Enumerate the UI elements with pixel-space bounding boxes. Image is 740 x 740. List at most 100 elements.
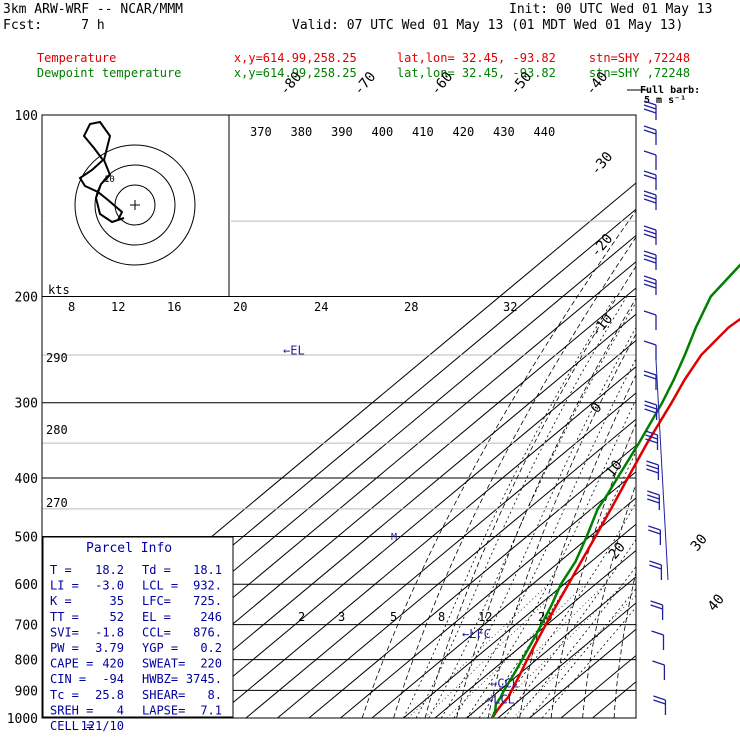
dry-adiabat [393, 236, 636, 718]
wind-barb-flag [649, 560, 662, 566]
dry-adiabat [361, 209, 636, 718]
parcel-info-title: Parcel Info [86, 541, 172, 556]
parcel-info-value: -3.0 [95, 579, 124, 593]
isotherm-label: 40 [705, 591, 728, 614]
wind-barb-flag [643, 170, 657, 176]
isotherm [403, 523, 636, 718]
pressure-label: 1000 [7, 712, 38, 727]
pressure-label: 400 [15, 472, 38, 487]
parcel-info-label: LFC= [142, 594, 171, 608]
wind-barb-flag [643, 254, 657, 260]
parcel-info-value: 725. [193, 594, 222, 608]
wind-barb-flag [643, 310, 657, 316]
parcel-info-box [42, 536, 234, 718]
pressure-label: 800 [15, 654, 38, 669]
wind-barb-flag [643, 283, 657, 289]
mixing-ratio-label: 12 [478, 610, 492, 624]
mark-m: M [391, 532, 397, 543]
wind-barb-flag [648, 525, 661, 531]
moist-adiabat [529, 587, 636, 718]
parcel-info-value: 8. [208, 688, 222, 702]
wind-barb-flag [643, 125, 657, 131]
parcel-info-value: -1.8 [95, 625, 124, 639]
isotherm [434, 549, 636, 718]
mixing-ratio-label: 8 [438, 610, 445, 624]
wind-barb-flag [650, 600, 663, 606]
parcel-info-value: 52 [110, 610, 124, 624]
parcel-info-label: TT = [50, 610, 79, 624]
parcel-info-label: K = [50, 594, 72, 608]
mixing-ratio-label: 16 [167, 300, 181, 314]
parcel-info-label: CAPE = [50, 657, 93, 671]
isotherm [497, 602, 636, 718]
isotherm [371, 497, 636, 718]
theta-e-label: 400 [372, 125, 394, 139]
parcel-info-label: CCL= [142, 625, 171, 639]
wind-barb-flag [643, 198, 657, 204]
dry-adiabat [677, 115, 740, 718]
isotherm [466, 576, 636, 718]
wind-barb-flag [645, 434, 658, 440]
parcel-info-label: CIN = [50, 672, 86, 686]
annotation-lfc: ←LFC [462, 627, 491, 641]
hodograph-ring [94, 164, 176, 246]
wind-barb-flag [643, 233, 657, 239]
wind-barb-flag [643, 275, 657, 281]
dewpoint-latlon: lat,lon= 32.45, -93.82 [396, 66, 556, 80]
wind-barb-flag [651, 630, 664, 636]
parcel-info-label: CELL = [50, 719, 93, 733]
wind-barb-flag [643, 194, 657, 200]
wind-barb-flag [643, 104, 657, 110]
parcel-info-value: -94 [102, 672, 124, 686]
moist-adiabat [478, 450, 636, 718]
parcel-info-label: Td = [142, 563, 171, 577]
wind-barb-flag [643, 150, 657, 156]
parcel-info-label: LCL = [142, 579, 178, 593]
pressure-label: 900 [15, 684, 38, 699]
isotherm [214, 366, 636, 718]
wind-barb-flag [653, 699, 666, 705]
isotherm-label: -70 [351, 69, 380, 99]
plot-frame [41, 114, 637, 719]
wind-barb-flag [643, 258, 657, 264]
isotherm [560, 654, 636, 718]
isotherm-label: -40 [583, 69, 612, 99]
theta-e-label: 390 [331, 125, 353, 139]
wind-barb-flag [646, 468, 659, 474]
wind-barb-flag [643, 229, 657, 235]
moist-adiabat [541, 606, 636, 718]
annotation-el: ←EL [283, 344, 305, 358]
temperature-profile [491, 317, 740, 719]
parcel-info-value: 7.1 [200, 703, 222, 717]
wind-barb-flag [644, 408, 657, 414]
wind-barb-flag [643, 279, 657, 285]
parcel-info-label: LI = [50, 579, 79, 593]
pressure-label: 700 [15, 619, 38, 634]
dewpoint-xy: x,y=614.99,258.25 [233, 66, 357, 80]
barb-title: Full barb: [640, 85, 700, 96]
wind-barb-flag [643, 108, 657, 114]
wind-barb-flag [650, 604, 663, 610]
annotation-lcl: ←LCL [486, 693, 515, 707]
parcel-info-value: 18.1 [193, 563, 222, 577]
dry-adiabat [582, 482, 636, 718]
parcel-info-value: 25.8 [95, 688, 124, 702]
dry-adiabat-label: 290 [46, 351, 68, 365]
temperature-xy: x,y=614.99,258.25 [233, 51, 357, 65]
theta-e-label: 430 [493, 125, 515, 139]
dry-adiabat [519, 373, 636, 718]
wind-barb-flag [643, 129, 657, 135]
wind-barb-flag [643, 340, 657, 346]
mixing-ratio-label: 8 [68, 300, 75, 314]
wind-barb-flag [644, 404, 657, 410]
wind-barb-flag [646, 464, 659, 470]
isotherm-label: -50 [507, 69, 536, 99]
isotherm [277, 418, 636, 718]
parcel-info-value: 876. [193, 625, 222, 639]
pressure-label: 600 [15, 578, 38, 593]
mixing-ratio-label: 3 [338, 610, 345, 624]
dry-adiabat [708, 115, 740, 718]
wind-barb-flag [643, 225, 657, 231]
parcel-info-label: HWBZ= [142, 672, 178, 686]
